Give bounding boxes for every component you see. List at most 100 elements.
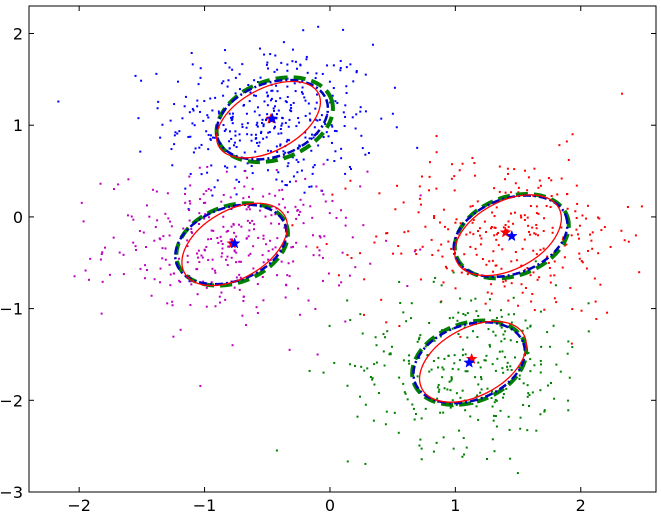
data-point bbox=[154, 226, 157, 229]
data-point bbox=[238, 273, 241, 276]
data-point bbox=[349, 63, 352, 66]
data-point bbox=[382, 350, 385, 353]
data-point bbox=[456, 319, 459, 322]
data-point bbox=[470, 299, 473, 302]
data-point bbox=[567, 399, 570, 402]
data-point bbox=[464, 370, 467, 373]
data-point bbox=[240, 225, 243, 228]
data-point bbox=[255, 123, 258, 126]
data-point bbox=[235, 193, 238, 196]
data-point bbox=[255, 306, 258, 309]
data-point bbox=[331, 193, 334, 196]
data-point bbox=[462, 437, 465, 440]
data-point bbox=[469, 231, 472, 234]
data-point bbox=[450, 163, 453, 166]
data-point bbox=[402, 201, 405, 204]
data-point bbox=[558, 144, 561, 147]
data-point bbox=[634, 234, 637, 237]
data-point bbox=[281, 117, 284, 120]
data-point bbox=[254, 150, 257, 153]
data-point bbox=[258, 141, 261, 144]
data-point bbox=[318, 118, 321, 121]
data-point bbox=[259, 132, 262, 135]
data-point bbox=[250, 139, 253, 142]
data-point bbox=[225, 170, 228, 173]
data-point bbox=[235, 145, 238, 148]
data-point bbox=[383, 364, 386, 367]
ellipse-layer bbox=[174, 75, 571, 407]
data-point bbox=[274, 246, 277, 249]
data-point bbox=[296, 171, 299, 174]
data-point bbox=[551, 231, 554, 234]
data-point bbox=[283, 226, 286, 229]
data-point bbox=[437, 366, 439, 369]
data-point bbox=[301, 86, 304, 89]
data-point bbox=[275, 84, 278, 87]
data-point bbox=[400, 252, 403, 255]
data-point bbox=[575, 184, 578, 187]
data-point bbox=[389, 353, 392, 356]
data-point bbox=[233, 141, 236, 144]
data-point bbox=[447, 240, 450, 243]
data-point bbox=[322, 136, 325, 139]
data-point bbox=[323, 235, 326, 238]
data-point bbox=[355, 113, 358, 116]
data-point bbox=[337, 274, 340, 277]
data-point bbox=[187, 136, 190, 139]
data-point bbox=[291, 245, 294, 248]
data-point bbox=[478, 227, 481, 230]
data-point bbox=[455, 392, 458, 395]
data-point bbox=[340, 281, 343, 284]
data-point bbox=[311, 172, 314, 175]
data-point bbox=[222, 215, 225, 218]
data-point bbox=[466, 273, 469, 276]
data-point bbox=[248, 208, 251, 211]
data-point bbox=[104, 246, 106, 249]
data-point bbox=[374, 336, 377, 339]
data-point bbox=[245, 112, 248, 115]
data-point bbox=[524, 286, 527, 289]
data-point bbox=[503, 356, 506, 359]
data-point bbox=[322, 371, 325, 374]
data-point bbox=[325, 243, 328, 246]
data-point bbox=[502, 396, 505, 399]
data-point bbox=[522, 382, 525, 385]
data-point bbox=[230, 137, 233, 140]
true-ellipse bbox=[215, 80, 322, 159]
data-point bbox=[375, 235, 378, 238]
data-point bbox=[331, 125, 334, 128]
data-point bbox=[437, 249, 440, 252]
data-point bbox=[527, 392, 530, 395]
data-point bbox=[509, 457, 512, 460]
data-point bbox=[491, 405, 494, 408]
data-point bbox=[560, 177, 563, 180]
data-point bbox=[231, 344, 234, 347]
data-point bbox=[276, 237, 279, 240]
data-point bbox=[499, 409, 502, 412]
data-point bbox=[305, 245, 308, 248]
data-point bbox=[268, 192, 271, 195]
data-point bbox=[267, 131, 270, 134]
data-point bbox=[420, 417, 423, 420]
data-point bbox=[173, 134, 176, 137]
data-point bbox=[361, 147, 364, 150]
data-point bbox=[330, 141, 333, 144]
data-point bbox=[550, 195, 553, 197]
data-point bbox=[287, 125, 290, 128]
data-point bbox=[550, 382, 552, 384]
data-point bbox=[395, 126, 398, 129]
data-point bbox=[295, 241, 298, 244]
data-point bbox=[135, 248, 138, 251]
data-point bbox=[623, 239, 626, 242]
dashdot-ellipse bbox=[452, 194, 569, 279]
data-point bbox=[397, 245, 400, 248]
data-point bbox=[571, 308, 574, 311]
data-point bbox=[333, 160, 336, 163]
data-point bbox=[170, 225, 173, 228]
data-point bbox=[189, 135, 192, 138]
data-point bbox=[233, 286, 236, 289]
data-point bbox=[146, 268, 148, 271]
data-point bbox=[271, 248, 274, 251]
data-point bbox=[256, 106, 259, 109]
data-point bbox=[375, 361, 378, 364]
